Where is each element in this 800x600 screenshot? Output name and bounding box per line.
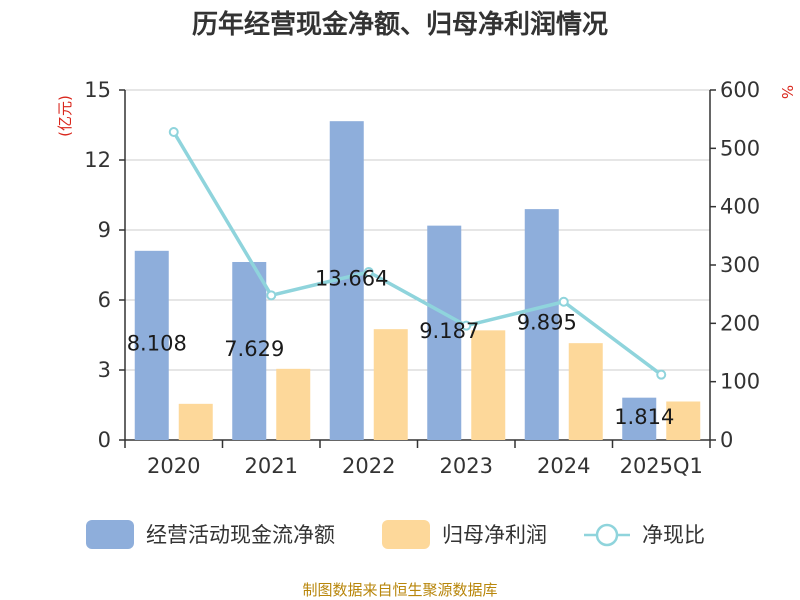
bar-cashflow <box>622 397 657 440</box>
legend-marker-ratio <box>595 523 619 547</box>
bar-cashflow <box>134 250 169 440</box>
chart-title: 历年经营现金净额、归母净利润情况 <box>192 9 608 40</box>
left-axis-ticks: 0 3 6 9 12 15 <box>84 78 125 452</box>
right-axis-unit: % <box>778 85 796 99</box>
ratio-point <box>363 267 374 277</box>
left-tick-label: 0 <box>98 428 111 452</box>
x-tick-label: 2022 <box>342 454 395 478</box>
data-label-cashflow: 1.814 <box>614 405 674 429</box>
left-tick-label: 3 <box>98 358 111 382</box>
right-tick-label: 600 <box>720 78 760 102</box>
right-tick-label: 300 <box>720 253 760 277</box>
left-axis-unit: (亿元) <box>56 95 74 137</box>
x-tick-label: 2025Q1 <box>620 454 703 478</box>
x-tick-label: 2021 <box>245 454 298 478</box>
data-label-cashflow: 8.108 <box>127 331 187 355</box>
ratio-point <box>168 127 179 137</box>
x-tick-label: 2020 <box>147 454 200 478</box>
bar-net-profit <box>471 330 506 440</box>
right-tick-label: 200 <box>720 311 760 335</box>
ratio-point <box>266 290 277 301</box>
bar-net-profit <box>666 401 701 440</box>
ratio-point <box>656 369 667 380</box>
x-axis-ticks: 2020 2021 2022 2023 2024 2025Q1 <box>124 440 711 478</box>
right-tick-label: 400 <box>720 195 760 219</box>
x-tick-label: 2024 <box>537 454 590 478</box>
right-tick-label: 100 <box>720 370 760 394</box>
bar-net-profit <box>568 343 603 440</box>
bar-net-profit <box>178 403 213 440</box>
legend-swatch-profit <box>382 520 430 549</box>
ratio-point <box>558 296 569 307</box>
data-label-cashflow: 7.629 <box>224 337 284 361</box>
legend-label-profit: 归母净利润 <box>442 523 547 547</box>
x-tick-label: 2023 <box>440 454 493 478</box>
bar-cashflow <box>427 225 462 440</box>
left-tick-label: 12 <box>84 148 111 172</box>
legend: 经营活动现金流净额 归母净利润 净现比 <box>86 520 705 549</box>
grid <box>125 89 710 371</box>
data-labels: 8.108 7.629 13.664 9.187 9.895 1.814 <box>127 267 675 429</box>
left-tick-label: 15 <box>84 78 111 102</box>
ratio-polyline <box>172 131 663 377</box>
bar-net-profit <box>373 329 408 440</box>
legend-swatch-cashflow <box>86 520 134 549</box>
source-note: 制图数据来自恒生聚源数据库 <box>302 581 497 599</box>
ratio-point <box>461 320 472 331</box>
right-axis-ticks: 0 100 200 300 400 500 600 <box>710 78 760 452</box>
left-tick-label: 6 <box>98 288 111 312</box>
ratio-line <box>168 127 667 380</box>
bar-net-profit <box>276 368 311 440</box>
data-label-cashflow: 9.187 <box>419 319 479 343</box>
right-tick-label: 0 <box>720 428 733 452</box>
bar-cashflow <box>232 261 267 440</box>
data-label-cashflow: 9.895 <box>517 311 577 335</box>
data-label-cashflow: 13.664 <box>315 267 388 291</box>
legend-label-ratio: 净现比 <box>642 523 705 547</box>
bar-cashflow <box>524 209 559 440</box>
left-tick-label: 9 <box>98 218 111 242</box>
bars <box>134 121 701 440</box>
right-tick-label: 500 <box>720 136 760 160</box>
legend-label-cashflow: 经营活动现金流净额 <box>146 523 335 547</box>
